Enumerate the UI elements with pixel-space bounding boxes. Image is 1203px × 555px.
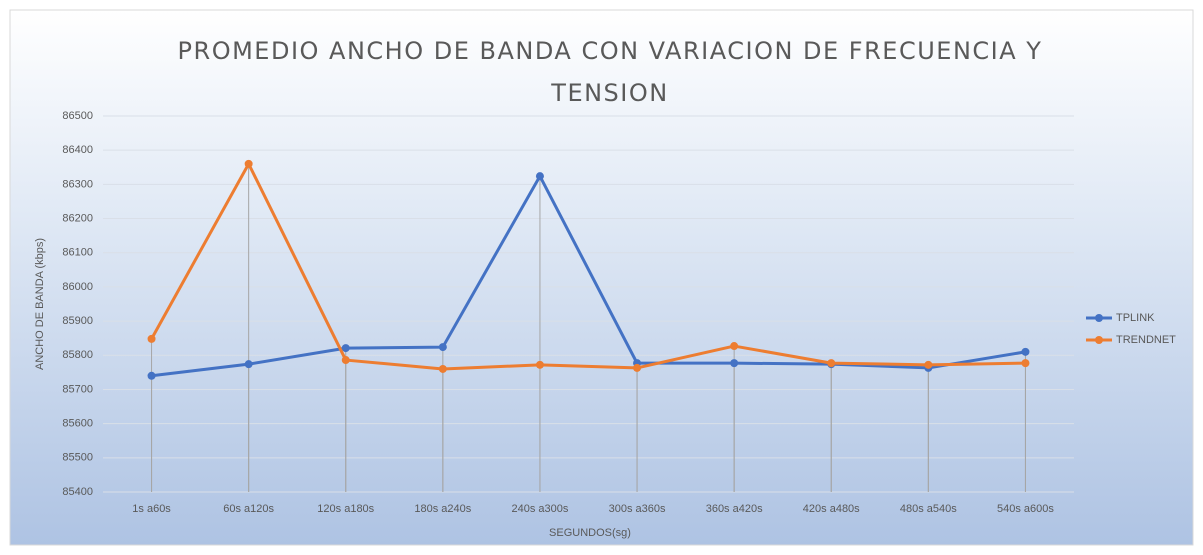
y-tick-label: 86400 [62, 144, 93, 156]
legend-label: TRENDNET [1116, 334, 1176, 346]
y-tick-label: 86200 [62, 212, 93, 224]
y-tick-label: 85800 [62, 349, 93, 361]
point [1021, 347, 1030, 356]
point [535, 172, 544, 181]
y-tick-label: 86300 [62, 178, 93, 190]
point [924, 360, 933, 369]
x-tick-label: 480s a540s [900, 503, 957, 515]
chart-background [9, 9, 1194, 546]
point [438, 364, 447, 373]
point [730, 359, 739, 368]
chart-title: PROMEDIO ANCHO DE BANDA CON VARIACION DE… [177, 37, 1043, 107]
point [633, 363, 642, 372]
point [535, 360, 544, 369]
x-tick-label: 240s a300s [512, 503, 569, 515]
series-line [151, 174, 1026, 378]
point [827, 359, 836, 368]
x-tick-label: 300s a360s [609, 503, 666, 515]
point [1021, 359, 1030, 368]
x-tick-label: 420s a480s [803, 503, 860, 515]
y-tick-label: 86500 [62, 110, 93, 122]
y-tick-label: 85400 [62, 486, 93, 498]
point [147, 371, 156, 380]
x-tick-label: 180s a240s [414, 503, 471, 515]
legend-label: TPLINK [1116, 312, 1155, 324]
x-tick-label: 360s a420s [706, 503, 763, 515]
y-tick-label: 85600 [62, 418, 93, 430]
x-axis-label: SEGUNDOS(sg) [549, 527, 631, 539]
legend-swatch-marker [1095, 314, 1103, 322]
legend-swatch-marker [1095, 336, 1103, 344]
point [341, 356, 350, 365]
y-tick-label: 85700 [62, 383, 93, 395]
y-tick-label: 85900 [62, 315, 93, 327]
y-tick-label: 85500 [62, 452, 93, 464]
series-line [150, 162, 1026, 371]
y-tick-label: 86000 [62, 281, 93, 293]
point [438, 343, 447, 352]
x-tick-label: 540s a600s [997, 503, 1054, 515]
point [244, 159, 253, 168]
point [341, 344, 350, 353]
x-tick-label: 120s a180s [317, 503, 374, 515]
point [730, 342, 739, 351]
point [147, 334, 156, 343]
point [244, 360, 253, 369]
x-tick-label: 1s a60s [132, 503, 171, 515]
y-tick-label: 86100 [62, 247, 93, 259]
x-tick-label: 60s a120s [223, 503, 274, 515]
y-axis-label: ANCHO DE BANDA (kbps) [34, 238, 46, 370]
